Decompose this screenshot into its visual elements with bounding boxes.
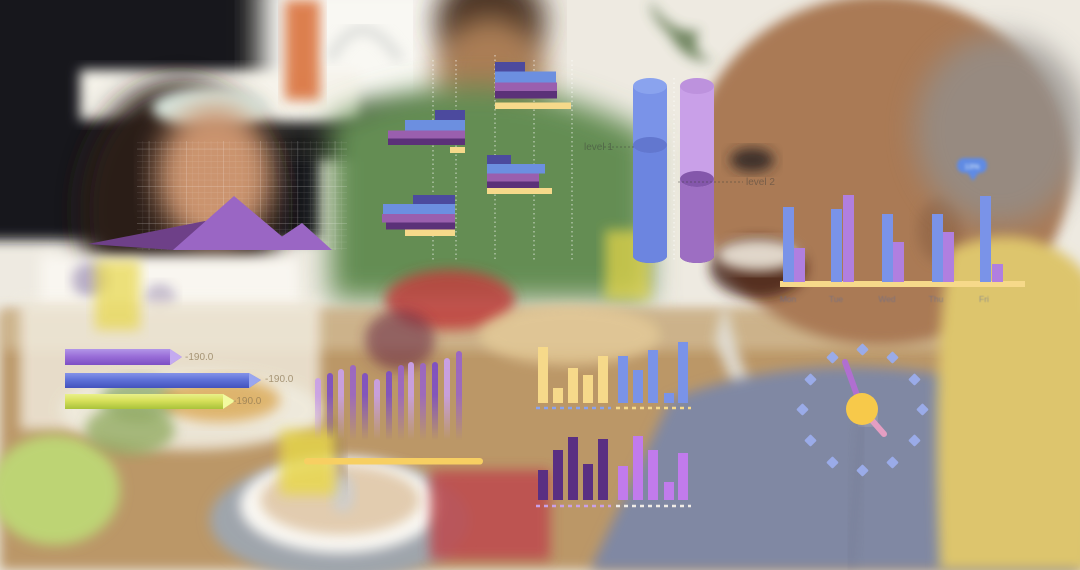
svg-text:-190.0: -190.0 — [265, 374, 294, 385]
svg-text:Fri: Fri — [979, 294, 989, 304]
svg-text:Thu: Thu — [929, 294, 944, 304]
svg-text:-190.0: -190.0 — [185, 352, 214, 363]
svg-text:Tue: Tue — [829, 294, 844, 304]
svg-text:level 2: level 2 — [746, 177, 775, 188]
svg-text:Mon: Mon — [780, 294, 797, 304]
svg-text:13%: 13% — [964, 162, 979, 171]
svg-text:-190.0: -190.0 — [233, 396, 262, 407]
svg-text:Wed: Wed — [878, 294, 896, 304]
